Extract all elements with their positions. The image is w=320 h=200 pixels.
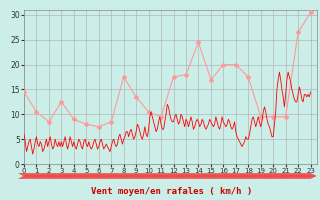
Text: Vent moyen/en rafales ( km/h ): Vent moyen/en rafales ( km/h ) [91,187,252,196]
